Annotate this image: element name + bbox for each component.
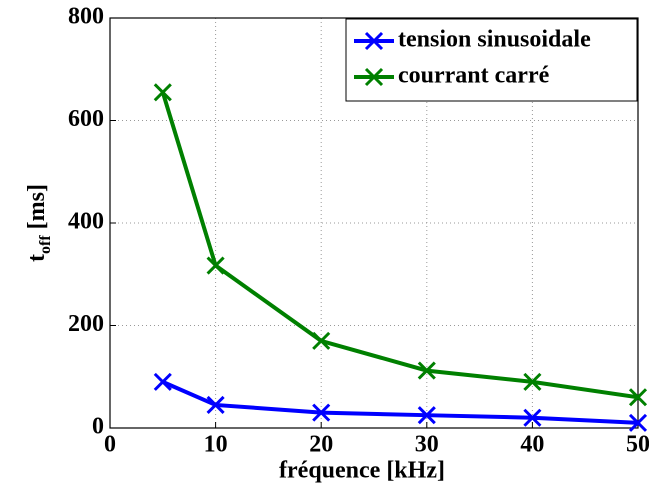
point-marker xyxy=(417,361,436,380)
plot-frame xyxy=(109,17,639,429)
point-marker xyxy=(628,388,648,407)
legend-box xyxy=(345,18,638,102)
y-label-sub: off xyxy=(37,235,54,254)
x-axis-label: fréquence [kHz] xyxy=(279,458,445,484)
y-axis-label: toff [ms] xyxy=(24,184,55,262)
series-line xyxy=(160,91,639,400)
series-line xyxy=(161,380,639,425)
x-tick-label: 50 xyxy=(626,432,649,458)
point-marker xyxy=(153,372,172,391)
point-marker xyxy=(523,372,542,391)
point-marker xyxy=(153,83,172,102)
y-tick-label: 200 xyxy=(68,311,104,337)
y-tick-label: 400 xyxy=(68,209,104,235)
legend-label: courrant carré xyxy=(398,63,550,89)
legend-marker xyxy=(364,67,384,87)
point-marker xyxy=(312,403,331,422)
y-label-main: t xyxy=(24,254,50,262)
legend-marker xyxy=(364,31,384,51)
x-tick-label: 30 xyxy=(415,432,439,458)
point-marker xyxy=(312,331,331,350)
point-marker xyxy=(523,408,542,427)
x-tick-label: 20 xyxy=(309,432,333,458)
point-marker xyxy=(206,395,225,414)
x-tick-label: 40 xyxy=(520,432,544,458)
legend-label: tension sinusoidale xyxy=(398,27,591,53)
x-tick-label: 0 xyxy=(104,432,116,458)
point-marker xyxy=(206,256,225,275)
point-marker xyxy=(417,406,436,425)
y-tick-label: 600 xyxy=(68,106,104,132)
y-tick-label: 800 xyxy=(68,4,104,30)
point-marker xyxy=(628,413,648,432)
y-tick-label: 0 xyxy=(92,414,104,440)
x-tick-label: 10 xyxy=(204,432,228,458)
y-label-unit: [ms] xyxy=(24,184,50,229)
